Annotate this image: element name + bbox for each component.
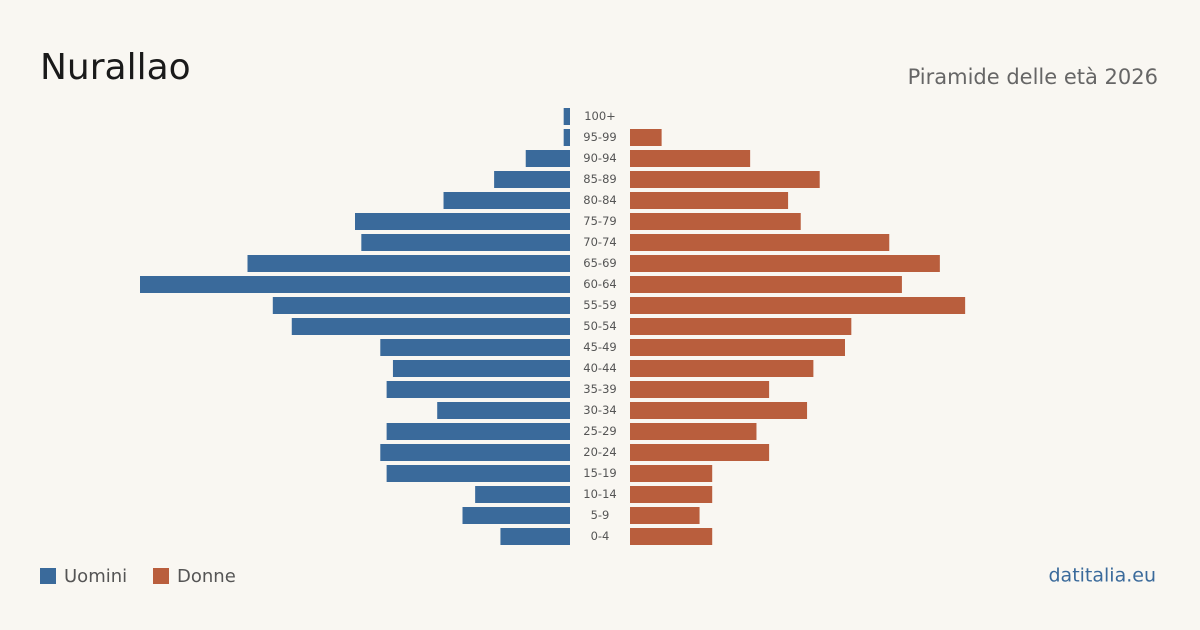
bar [630, 465, 713, 482]
chart-title: Nurallao [40, 47, 191, 88]
age-label: 70-74 [583, 235, 616, 249]
bar [630, 255, 940, 272]
bar [630, 150, 751, 167]
bar [630, 318, 852, 335]
age-label: 100+ [584, 109, 616, 123]
bar [563, 108, 570, 125]
legend-swatch [153, 568, 169, 584]
bar [462, 507, 570, 524]
bar [630, 276, 902, 293]
source: datitalia.eu [1049, 565, 1157, 587]
age-label: 0-4 [591, 529, 610, 543]
bar [386, 381, 570, 398]
bar [525, 150, 570, 167]
age-label: 35-39 [583, 382, 616, 396]
bar [386, 423, 570, 440]
legend-label: Uomini [64, 566, 127, 587]
bar [494, 171, 570, 188]
bar [630, 171, 820, 188]
age-label: 5-9 [591, 508, 610, 522]
age-label: 20-24 [583, 445, 616, 459]
bar [380, 339, 570, 356]
age-label: 65-69 [583, 256, 616, 270]
age-label: 15-19 [583, 466, 616, 480]
age-label: 55-59 [583, 298, 616, 312]
bar [630, 297, 966, 314]
bar [443, 192, 570, 209]
bar [563, 129, 570, 146]
legend-label: Donne [177, 566, 236, 587]
age-label: 60-64 [583, 277, 616, 291]
bar [630, 339, 845, 356]
bar [247, 255, 570, 272]
bar [630, 129, 662, 146]
bar [272, 297, 570, 314]
legend-swatch [40, 568, 56, 584]
bar [355, 213, 570, 230]
age-label: 45-49 [583, 340, 616, 354]
bar [630, 507, 700, 524]
age-label: 75-79 [583, 214, 616, 228]
bar [380, 444, 570, 461]
age-label: 10-14 [583, 487, 616, 501]
age-label: 30-34 [583, 403, 616, 417]
bar [475, 486, 570, 503]
bar [630, 381, 770, 398]
bar [291, 318, 570, 335]
bar [630, 213, 801, 230]
bar [437, 402, 570, 419]
bar [392, 360, 570, 377]
age-label: 25-29 [583, 424, 616, 438]
bar [630, 486, 713, 503]
age-label: 85-89 [583, 172, 616, 186]
bar [630, 444, 770, 461]
age-label: 90-94 [583, 151, 616, 165]
age-label: 80-84 [583, 193, 616, 207]
bar [140, 276, 570, 293]
bar [630, 423, 757, 440]
bar [630, 192, 789, 209]
bar [630, 234, 890, 251]
bar [630, 528, 713, 545]
bar [361, 234, 570, 251]
bar [630, 402, 808, 419]
bar [630, 360, 814, 377]
age-label: 40-44 [583, 361, 616, 375]
chart-subtitle: Piramide delle età 2026 [908, 65, 1158, 89]
bar [386, 465, 570, 482]
age-label: 95-99 [583, 130, 616, 144]
age-label: 50-54 [583, 319, 616, 333]
bar [500, 528, 570, 545]
